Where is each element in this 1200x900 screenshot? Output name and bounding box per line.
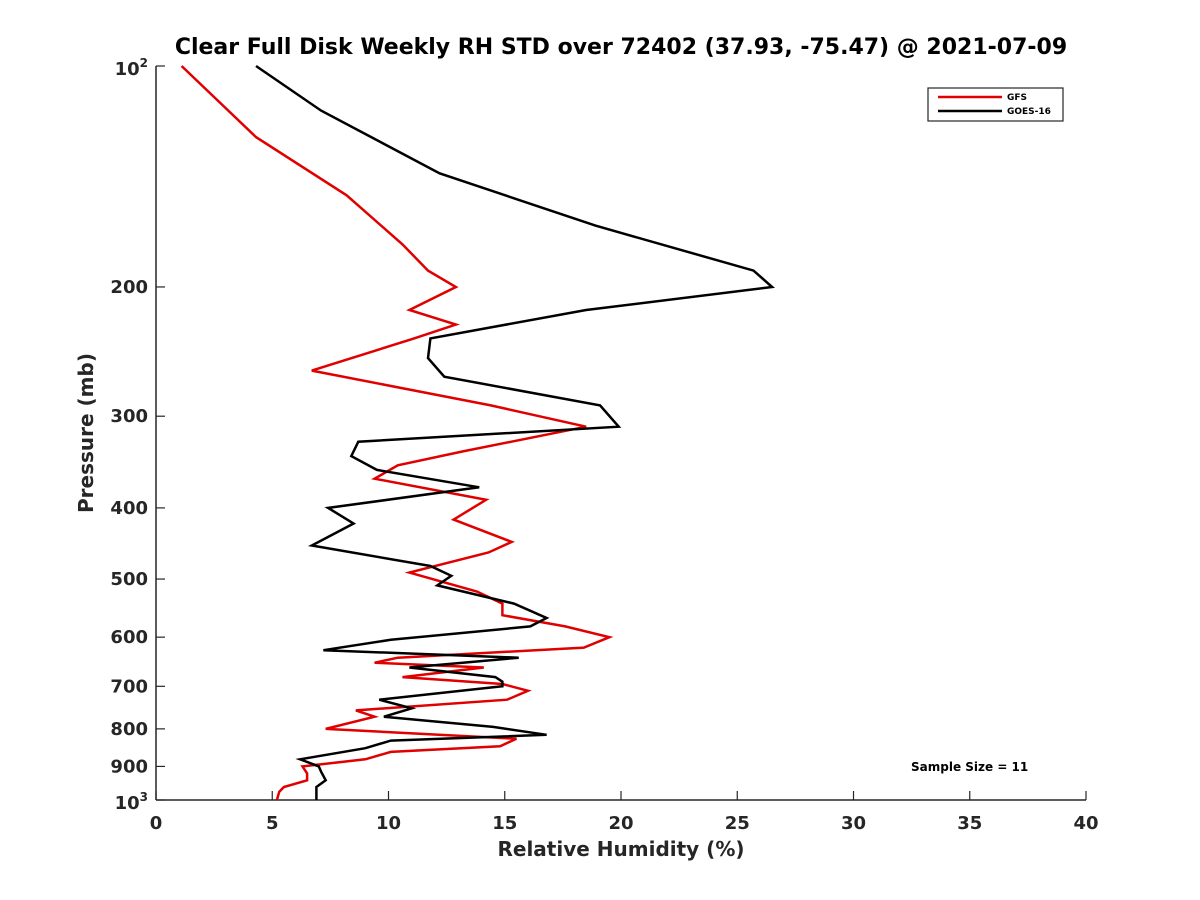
y-tick-label: 500	[110, 569, 148, 590]
x-tick-label: 25	[725, 813, 750, 834]
y-tick-label: 900	[110, 756, 148, 777]
x-tick-label: 40	[1073, 813, 1098, 834]
x-tick-label: 0	[150, 813, 163, 834]
x-axis-ticks: 0 5 10 15 20 25 30 35 40	[150, 791, 1099, 834]
series-line-gfs	[180, 65, 614, 801]
legend-label-gfs: GFS	[1007, 93, 1027, 103]
y-axis-label: Pressure (mb)	[74, 353, 98, 513]
y-tick-label: 300	[110, 406, 148, 427]
legend-label-goes16: GOES-16	[1007, 107, 1051, 117]
y-tick-label: 700	[110, 676, 148, 697]
y-tick-label: 800	[110, 719, 148, 740]
chart-title: Clear Full Disk Weekly RH STD over 72402…	[175, 35, 1067, 60]
y-tick-label: 200	[110, 277, 148, 298]
x-tick-label: 30	[841, 813, 866, 834]
x-tick-label: 20	[608, 813, 633, 834]
x-axis-label: Relative Humidity (%)	[497, 837, 744, 861]
series-layer	[180, 64, 776, 801]
x-tick-label: 35	[957, 813, 982, 834]
legend-box	[927, 87, 1064, 122]
y-tick-label: 600	[110, 627, 148, 648]
y-axis-ticks: 200 300 400 500 600 700 800 900	[110, 65, 165, 801]
sample-size-annotation: Sample Size = 11	[911, 760, 1028, 774]
x-tick-label: 15	[492, 813, 517, 834]
series-line-goes16	[255, 64, 776, 800]
y-tick-label-bottom: 103	[115, 790, 148, 814]
y-tick-label: 400	[110, 498, 148, 519]
y-tick-label-top: 102	[115, 56, 148, 80]
x-tick-label: 10	[376, 813, 401, 834]
x-tick-label: 5	[266, 813, 279, 834]
legend: GFS GOES-16	[927, 87, 1064, 122]
